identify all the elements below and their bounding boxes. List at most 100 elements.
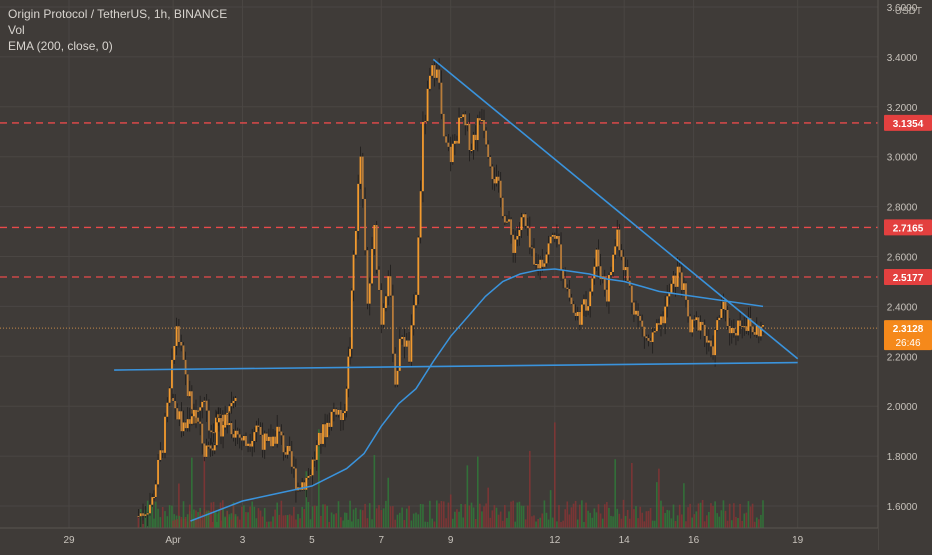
volume-bar	[333, 514, 335, 528]
candle-body	[359, 156, 362, 184]
volume-bar	[351, 521, 353, 528]
candle-body	[541, 259, 544, 267]
volume-bar	[241, 506, 243, 528]
volume-bar	[656, 482, 658, 528]
candle-body	[292, 466, 295, 469]
volume-bar	[399, 512, 401, 528]
candle-body	[295, 468, 297, 491]
candle-body	[286, 445, 289, 455]
volume-bar	[366, 518, 369, 528]
candle-body	[697, 317, 700, 331]
volume-bar	[568, 514, 571, 528]
volume-bar	[389, 506, 392, 528]
candle-body	[172, 398, 174, 401]
candle-body	[564, 278, 567, 288]
candle-body	[464, 114, 467, 126]
volume-bar	[760, 514, 762, 528]
volume-bar	[493, 505, 496, 528]
volume-indicator-label[interactable]: Vol	[8, 23, 25, 37]
candle-body	[578, 311, 581, 325]
candle-body	[328, 422, 331, 427]
candle-body	[549, 236, 552, 244]
candle-body	[387, 276, 390, 297]
candle-body	[691, 319, 694, 333]
candle-body	[433, 65, 436, 78]
candle-body	[639, 315, 642, 321]
candle-body	[481, 120, 483, 122]
volume-bar	[326, 505, 328, 528]
volume-bar	[218, 509, 220, 528]
volume-bar	[741, 520, 743, 528]
candle-body	[685, 283, 687, 300]
candle-body	[612, 254, 614, 272]
candle-body	[349, 348, 351, 357]
candle-body	[735, 333, 737, 336]
volume-bar	[683, 483, 685, 528]
volume-bar	[737, 518, 739, 528]
volume-bar	[205, 511, 208, 528]
ema-indicator-label[interactable]: EMA (200, close, 0)	[8, 39, 113, 53]
candle-body	[593, 266, 596, 279]
volume-bar	[320, 515, 322, 528]
volume-bar	[215, 512, 217, 528]
volume-bar	[253, 506, 256, 528]
candle-body	[633, 302, 635, 315]
volume-bar	[547, 519, 550, 528]
candle-body	[591, 278, 594, 292]
volume-bar	[142, 520, 144, 528]
volume-bar	[280, 500, 283, 528]
candle-body	[501, 197, 504, 217]
candle-body	[572, 304, 575, 313]
volume-bar	[462, 517, 464, 528]
candle-body	[649, 340, 652, 342]
volume-bar	[533, 515, 535, 528]
candle-body	[213, 445, 216, 451]
x-tick-label: 3	[240, 535, 246, 546]
candle-body	[203, 443, 206, 457]
volume-bar	[712, 505, 714, 528]
candle-body	[560, 244, 562, 271]
candle-body	[347, 356, 350, 389]
volume-bar	[382, 508, 385, 528]
candle-body	[580, 304, 583, 325]
candle-body	[737, 320, 739, 336]
candle-body	[380, 290, 383, 325]
volume-bar	[176, 519, 179, 528]
volume-bar	[554, 422, 556, 528]
candle-body	[680, 272, 683, 290]
candle-body	[139, 513, 142, 517]
candle-body	[547, 243, 550, 255]
candle-body	[221, 414, 224, 428]
candle-body	[732, 328, 735, 334]
candle-body	[608, 275, 610, 302]
volume-bar	[520, 505, 523, 528]
y-tick-label: 3.0000	[887, 153, 918, 164]
candle-body	[240, 437, 243, 441]
volume-bar	[431, 518, 433, 528]
candle-body	[726, 309, 729, 326]
horizontal-levels	[0, 122, 878, 329]
volume-bar	[728, 503, 731, 528]
volume-bar	[481, 511, 483, 528]
candle-body	[313, 459, 316, 461]
candle-body	[234, 430, 237, 438]
candle-body	[524, 214, 527, 226]
volume-bar	[159, 517, 162, 528]
volume-bar	[408, 505, 410, 528]
volume-bar	[701, 500, 704, 528]
volume-bar	[647, 510, 650, 528]
volume-bar	[460, 503, 462, 528]
volume-bar	[666, 509, 669, 528]
candle-body	[335, 409, 338, 415]
candle-body	[419, 191, 422, 238]
candle-body	[330, 411, 333, 427]
candle-body	[230, 403, 233, 407]
volume-bar	[714, 501, 716, 528]
volume-bar	[539, 517, 542, 528]
volume-bar	[445, 518, 447, 528]
volume-bar	[762, 500, 764, 528]
volume-bar	[230, 519, 233, 528]
y-tick-label: 2.2000	[887, 352, 918, 363]
